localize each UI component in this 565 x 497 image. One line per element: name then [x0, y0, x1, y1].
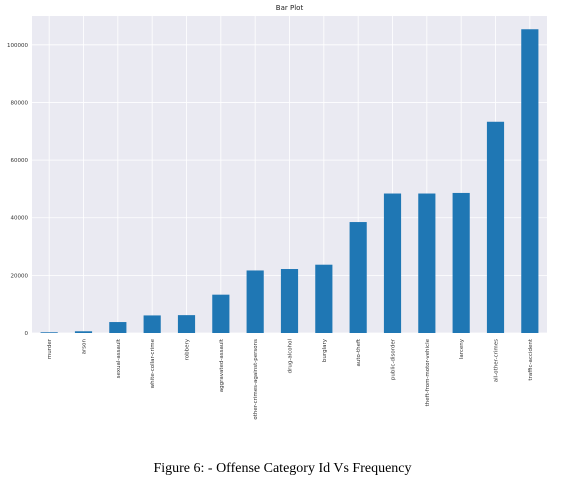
- x-tick-label: theft-from-motor-vehicle: [425, 338, 431, 406]
- bar-all-other-crimes: [486, 121, 505, 333]
- x-tick-label: all-other-crimes: [494, 339, 500, 382]
- bar-public-disorder: [383, 193, 402, 333]
- bar-other-crimes-against-persons: [246, 270, 264, 333]
- bar-drug-alcohol: [280, 269, 299, 333]
- x-tick-label: other-crimes-against-persons: [253, 339, 259, 420]
- bar-theft-from-motor-vehicle: [418, 193, 436, 333]
- bar-chart: 0 20000 40000 60000 80000 100000 murder arson s…: [7, 4, 547, 420]
- y-tick-label: 100000: [7, 43, 28, 49]
- y-tick-labels: 0 20000 40000 60000 80000 100000: [7, 43, 29, 337]
- y-tick-label: 0: [25, 331, 29, 337]
- x-tick-label: auto-theft: [356, 338, 362, 366]
- x-tick-label: sexual-assault: [116, 338, 122, 378]
- bar-larceny: [452, 192, 470, 333]
- bar-burglary: [315, 264, 333, 333]
- x-tick-label: public-disorder: [391, 338, 397, 380]
- x-tick-label: traffic-accident: [528, 338, 534, 380]
- x-tick-label: robbery: [185, 338, 191, 360]
- bars: [40, 29, 539, 334]
- bar-sexual-assault: [109, 322, 127, 333]
- x-tick-label: larceny: [459, 338, 465, 359]
- bar-white-collar-crime: [143, 315, 161, 333]
- y-tick-label: 60000: [11, 158, 29, 164]
- bar-arson: [74, 331, 93, 333]
- chart-title: Bar Plot: [276, 4, 304, 12]
- x-tick-label: aggravated-assault: [219, 338, 225, 392]
- bar-auto-theft: [349, 222, 367, 333]
- x-tick-label: burglary: [322, 338, 328, 362]
- y-tick-label: 40000: [11, 216, 29, 222]
- x-tick-labels: murder arson sexual-assault white-collar-cr…: [47, 338, 534, 420]
- chart-svg: 0 20000 40000 60000 80000 100000 murder arson s…: [7, 4, 547, 420]
- bar-aggravated-assault: [212, 294, 230, 333]
- x-tick-label: murder: [47, 338, 53, 359]
- x-tick-label: arson: [82, 338, 88, 354]
- x-tick-label: white-collar-crime: [150, 338, 156, 388]
- x-tick-label: drug-alcohol: [288, 339, 294, 374]
- y-tick-label: 20000: [11, 273, 29, 279]
- figure-caption: Figure 6: - Offense Category Id Vs Frequ…: [153, 461, 412, 476]
- bar-traffic-accident: [521, 29, 539, 334]
- bar-robbery: [177, 315, 196, 333]
- y-tick-label: 80000: [11, 100, 29, 106]
- bar-murder: [40, 332, 58, 333]
